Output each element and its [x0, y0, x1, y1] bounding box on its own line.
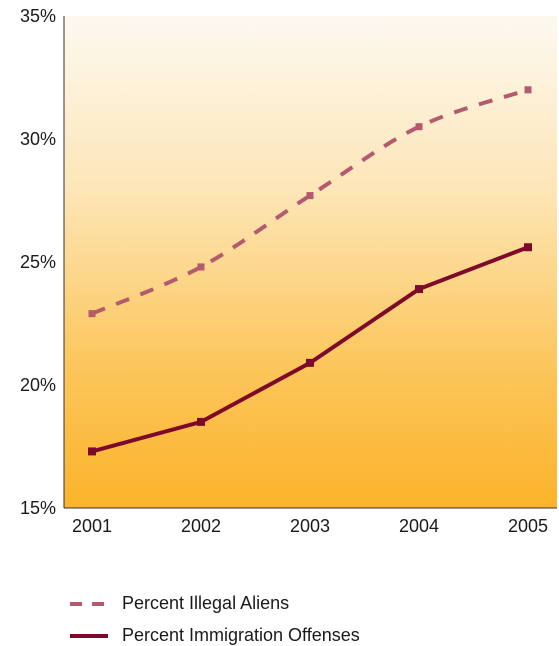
plot-background — [64, 16, 557, 508]
legend-label-illegal-aliens: Percent Illegal Aliens — [122, 593, 290, 613]
y-tick-label: 15% — [20, 498, 56, 518]
x-tick-label: 2004 — [399, 516, 439, 536]
data-point-illegal-aliens — [197, 263, 205, 271]
data-point-illegal-aliens — [306, 192, 314, 200]
data-point-illegal-aliens — [415, 123, 423, 131]
data-point-immigration-offenses — [524, 243, 532, 252]
legend-item-illegal-aliens: Percent Illegal Aliens — [70, 593, 289, 614]
legend-label-immigration-offenses: Percent Immigration Offenses — [122, 625, 360, 645]
data-point-immigration-offenses — [415, 285, 423, 294]
series-line-illegal-aliens — [91, 87, 529, 316]
data-point-illegal-aliens — [524, 86, 532, 94]
y-tick-label: 25% — [20, 252, 56, 272]
legend-swatch-solid — [70, 633, 108, 638]
x-tick-label: 2005 — [508, 516, 548, 536]
y-tick-label: 20% — [20, 375, 56, 395]
legend-item-immigration-offenses: Percent Immigration Offenses — [70, 625, 360, 646]
data-point-immigration-offenses — [197, 417, 205, 426]
data-point-immigration-offenses — [306, 358, 314, 367]
x-tick-label: 2002 — [181, 516, 221, 536]
x-tick-label: 2003 — [290, 516, 330, 536]
data-point-immigration-offenses — [88, 447, 96, 456]
y-tick-label: 30% — [20, 129, 56, 149]
data-point-illegal-aliens — [88, 310, 96, 318]
legend-swatch-dashed — [70, 601, 108, 606]
x-tick-label: 2001 — [72, 516, 112, 536]
y-tick-label: 35% — [20, 6, 56, 26]
